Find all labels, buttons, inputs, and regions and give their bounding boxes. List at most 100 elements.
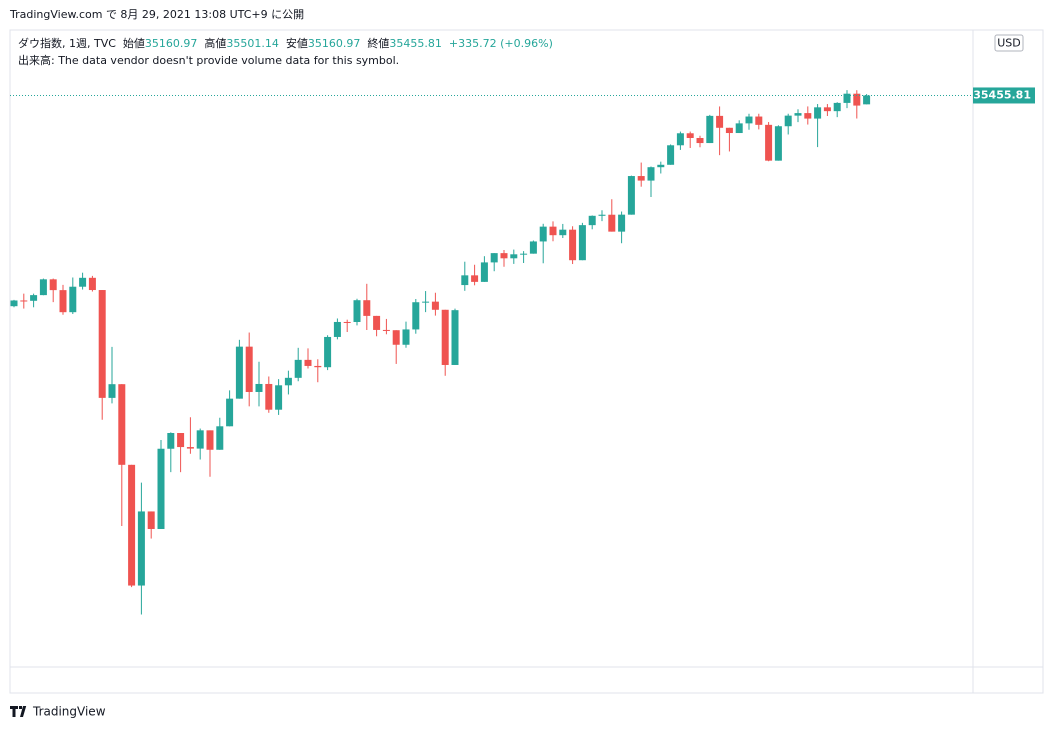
candle-body bbox=[294, 359, 302, 378]
candle-body bbox=[79, 277, 87, 287]
candle-body bbox=[637, 176, 645, 181]
candle-body bbox=[59, 290, 67, 313]
candle-body bbox=[755, 116, 763, 125]
candle-body bbox=[167, 433, 175, 449]
header-title: TradingView.com で 8月 29, 2021 13:08 UTC+… bbox=[9, 8, 304, 21]
candle-body bbox=[549, 226, 557, 236]
footer-brand: TradingView bbox=[32, 705, 106, 719]
candle-body bbox=[333, 321, 341, 337]
candle-body bbox=[627, 176, 635, 215]
candle-body bbox=[725, 127, 733, 134]
candle-body bbox=[147, 511, 155, 529]
candle-body bbox=[392, 330, 400, 345]
candle-body bbox=[804, 113, 812, 119]
close-value: 35455.81 bbox=[389, 37, 442, 50]
candle-body bbox=[98, 290, 106, 398]
candle-body bbox=[422, 301, 430, 303]
low-label: 安値 bbox=[285, 37, 308, 50]
candle-body bbox=[324, 336, 332, 368]
candle-body bbox=[314, 365, 322, 368]
open-label: 始値 bbox=[122, 37, 145, 50]
candle-body bbox=[490, 253, 498, 263]
candle-body bbox=[226, 398, 234, 427]
candle-body bbox=[657, 164, 665, 168]
candle-body bbox=[745, 116, 753, 124]
candle-body bbox=[794, 113, 802, 116]
candle-body bbox=[235, 346, 243, 399]
candle-body bbox=[569, 229, 577, 261]
candle-body bbox=[529, 241, 537, 254]
candle-body bbox=[716, 115, 724, 128]
candle-body bbox=[245, 346, 253, 392]
legend: ダウ指数, 1週, TVC 始値35160.97 高値35501.14 安値35… bbox=[18, 35, 553, 69]
candle-body bbox=[275, 385, 283, 410]
candle-body bbox=[461, 275, 469, 286]
currency-badge[interactable] bbox=[994, 34, 1024, 52]
candle-body bbox=[441, 309, 449, 365]
candle-body bbox=[814, 107, 822, 119]
candle-body bbox=[774, 126, 782, 161]
candle-body bbox=[30, 295, 38, 301]
candle-body bbox=[520, 253, 528, 255]
candle-body bbox=[206, 430, 214, 450]
candle-body bbox=[284, 377, 292, 386]
last-price-badge bbox=[973, 87, 1035, 104]
candle-body bbox=[353, 300, 361, 322]
candle-body bbox=[196, 430, 204, 449]
candle-body bbox=[784, 115, 792, 127]
last-price-label: 35455.81 bbox=[973, 88, 1031, 101]
candle-body bbox=[686, 133, 694, 138]
candle-body bbox=[608, 214, 616, 232]
candle-body bbox=[510, 254, 518, 259]
candle-body bbox=[539, 226, 547, 242]
candle-body bbox=[265, 383, 273, 410]
candle-body bbox=[500, 253, 508, 259]
candle-body bbox=[177, 433, 185, 448]
candle-body bbox=[480, 262, 488, 282]
legend-row: ダウ指数, 1週, TVC 始値35160.97 高値35501.14 安値35… bbox=[18, 35, 553, 52]
candle-body bbox=[255, 383, 263, 392]
candle-body bbox=[49, 279, 57, 291]
candle-body bbox=[39, 279, 47, 296]
candle-body bbox=[833, 102, 841, 112]
candle-body bbox=[343, 321, 351, 323]
candle-body bbox=[10, 300, 18, 307]
candle-body bbox=[843, 93, 851, 103]
currency: USD bbox=[997, 37, 1021, 50]
high-label: 高値 bbox=[204, 37, 227, 50]
candle-body bbox=[676, 133, 684, 146]
candle-body bbox=[373, 315, 381, 330]
frame bbox=[9, 29, 1044, 694]
candle-body bbox=[451, 310, 459, 365]
candle-body bbox=[431, 301, 439, 310]
candle-body bbox=[88, 277, 96, 291]
candle-body bbox=[186, 447, 194, 449]
candle-body bbox=[20, 300, 28, 302]
candle-body bbox=[823, 107, 831, 112]
candle-body bbox=[118, 384, 126, 465]
volume-note: 出来高: The data vendor doesn't provide vol… bbox=[18, 54, 400, 67]
candle-body bbox=[157, 448, 165, 529]
logo-icon bbox=[10, 706, 27, 717]
candle-body bbox=[578, 225, 586, 261]
candle-body bbox=[735, 123, 743, 134]
candle-body bbox=[382, 329, 390, 331]
candle-body bbox=[412, 302, 420, 330]
candle-body bbox=[598, 214, 606, 216]
candle-body bbox=[667, 145, 675, 165]
candle-body bbox=[304, 359, 312, 366]
low-value: 35160.97 bbox=[307, 37, 361, 50]
candle-body bbox=[108, 384, 116, 398]
candle-body bbox=[363, 300, 371, 316]
candle-body bbox=[471, 275, 479, 282]
candle-body bbox=[853, 93, 861, 106]
candle-body bbox=[216, 426, 224, 450]
candle-body bbox=[765, 124, 773, 161]
candle-body bbox=[706, 115, 714, 144]
symbol[interactable]: ダウ指数, 1週, TVC bbox=[18, 37, 116, 50]
close-label: 終値 bbox=[367, 37, 390, 50]
candle-body bbox=[402, 329, 410, 345]
change: +335.72 (+0.96%) bbox=[448, 37, 553, 50]
